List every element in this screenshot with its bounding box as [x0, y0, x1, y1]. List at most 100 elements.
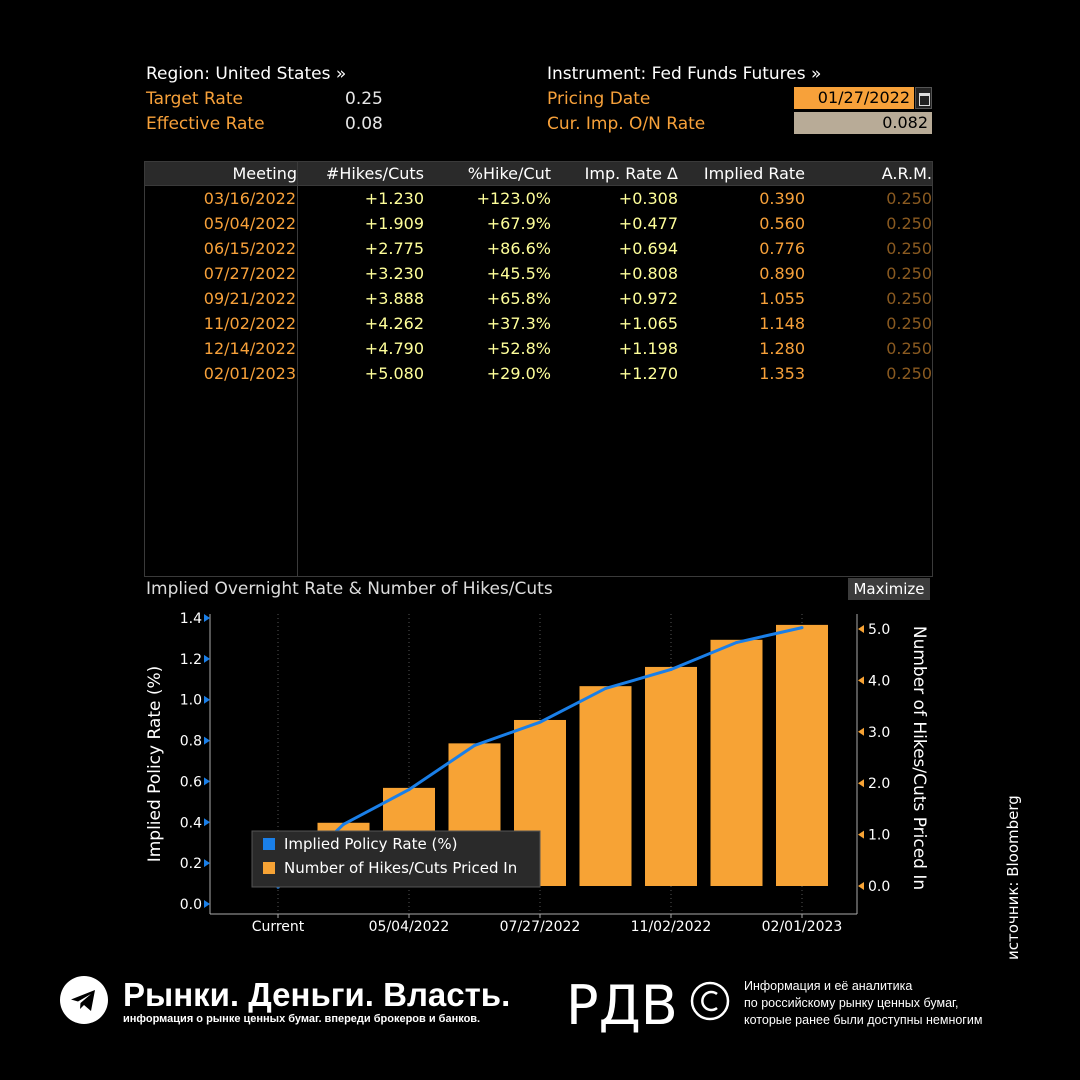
cell-hikes-cuts: +2.775 — [364, 239, 424, 258]
point-implied-rate[interactable] — [407, 788, 411, 792]
cell-hikes-cuts: +1.909 — [364, 214, 424, 233]
footer-note: Информация и её аналитика по российскому… — [744, 979, 983, 1027]
cell-arm: 0.250 — [886, 314, 932, 333]
bar-hikes-cuts[interactable] — [710, 639, 763, 886]
cell-pct-hike-cut: +52.8% — [486, 339, 551, 358]
x-tick-label: 11/02/2022 — [631, 919, 712, 935]
left-tick-marker — [204, 818, 210, 827]
cell-arm: 0.250 — [886, 214, 932, 233]
target-rate-value: 0.25 — [345, 89, 383, 109]
y-tick-label: 0.6 — [180, 774, 202, 790]
table-row[interactable]: 07/27/2022 +3.230 +45.5% +0.808 0.890 0.250 — [145, 262, 932, 287]
right-tick-marker — [858, 625, 864, 633]
legend-label: Implied Policy Rate (%) — [284, 835, 457, 853]
cell-meeting-date: 06/15/2022 — [203, 239, 296, 258]
right-tick-marker — [858, 882, 864, 890]
cell-imp-rate-delta: +0.477 — [618, 214, 678, 233]
x-tick-label: 02/01/2023 — [762, 919, 843, 935]
point-implied-rate[interactable] — [473, 743, 476, 747]
legend-label: Number of Hikes/Cuts Priced In — [284, 859, 517, 877]
cell-meeting-date: 11/02/2022 — [203, 314, 296, 333]
point-implied-rate[interactable] — [538, 720, 542, 724]
cell-implied-rate: 1.055 — [759, 289, 805, 308]
cell-meeting-date: 05/04/2022 — [203, 214, 296, 233]
col-implied-rate[interactable]: Implied Rate — [703, 164, 805, 183]
table-row[interactable]: 12/14/2022 +4.790 +52.8% +1.198 1.280 0.250 — [145, 337, 932, 362]
cell-meeting-date: 09/21/2022 — [203, 289, 296, 308]
cell-imp-rate-delta: +0.308 — [618, 189, 678, 208]
cell-meeting-date: 02/01/2023 — [203, 364, 296, 383]
cell-hikes-cuts: +4.262 — [364, 314, 424, 333]
table-row[interactable]: 09/21/2022 +3.888 +65.8% +0.972 1.055 0.250 — [145, 287, 932, 312]
maximize-button[interactable]: Maximize — [848, 578, 930, 600]
telegram-icon[interactable] — [60, 976, 108, 1024]
calendar-icon[interactable] — [915, 87, 932, 109]
point-implied-rate[interactable] — [800, 626, 804, 630]
cell-hikes-cuts: +3.230 — [364, 264, 424, 283]
table-row[interactable]: 05/04/2022 +1.909 +67.9% +0.477 0.560 0.250 — [145, 212, 932, 237]
on-rate-value: 0.082 — [794, 112, 932, 134]
rdv-logo-icon: РДВ — [566, 974, 730, 1034]
brand-title: Рынки. Деньги. Власть. — [123, 976, 511, 1013]
left-tick-marker — [204, 900, 210, 908]
meetings-table: Meeting #Hikes/Cuts %Hike/Cut Imp. Rate … — [144, 161, 933, 577]
table-divider — [297, 162, 298, 576]
cell-arm: 0.250 — [886, 264, 932, 283]
region-selector[interactable]: Region: United States » — [146, 64, 347, 84]
bar-hikes-cuts[interactable] — [776, 624, 828, 886]
point-implied-rate[interactable] — [669, 667, 673, 671]
y-right-tick-label: 2.0 — [868, 776, 890, 792]
col-hikes-cuts[interactable]: #Hikes/Cuts — [325, 164, 424, 183]
source-credit: источник: Bloomberg — [1004, 795, 1022, 960]
rdv-logo-text: РДВ — [566, 974, 678, 1034]
cell-imp-rate-delta: +1.270 — [618, 364, 678, 383]
table-row[interactable]: 06/15/2022 +2.775 +86.6% +0.694 0.776 0.250 — [145, 237, 932, 262]
y-tick-label: 0.8 — [180, 734, 202, 750]
point-implied-rate[interactable] — [735, 641, 738, 645]
cell-imp-rate-delta: +1.198 — [618, 339, 678, 358]
cell-hikes-cuts: +5.080 — [364, 364, 424, 383]
chart-title: Implied Overnight Rate & Number of Hikes… — [146, 579, 553, 599]
rate-chart: 0.0 0.2 0.4 0.6 0.8 1.0 1.2 1.4 0.0 1.0 2.0 3.0 4.0 5… — [145, 611, 929, 935]
table-row[interactable]: 11/02/2022 +4.262 +37.3% +1.065 1.148 0.250 — [145, 312, 932, 337]
cell-meeting-date: 03/16/2022 — [203, 189, 296, 208]
table-row[interactable]: 02/01/2023 +5.080 +29.0% +1.270 1.353 0.250 — [145, 362, 932, 387]
legend-swatch — [263, 838, 275, 850]
left-tick-marker — [204, 654, 210, 663]
effective-rate-value: 0.08 — [345, 114, 383, 134]
table-row[interactable]: 03/16/2022 +1.230 +123.0% +0.308 0.390 0.250 — [145, 187, 932, 212]
cell-arm: 0.250 — [886, 289, 932, 308]
cell-imp-rate-delta: +0.694 — [618, 239, 678, 258]
cell-imp-rate-delta: +0.808 — [618, 264, 678, 283]
x-tick-label: Current — [252, 919, 305, 935]
col-meeting[interactable]: Meeting — [232, 164, 297, 183]
point-implied-rate[interactable] — [342, 822, 345, 826]
y-tick-label: 0.2 — [180, 856, 202, 872]
col-arm[interactable]: A.R.M. — [881, 164, 932, 183]
cell-pct-hike-cut: +67.9% — [486, 214, 551, 233]
cell-imp-rate-delta: +1.065 — [618, 314, 678, 333]
bar-hikes-cuts[interactable] — [579, 686, 632, 886]
cell-implied-rate: 0.560 — [759, 214, 805, 233]
y-tick-label: 1.0 — [180, 693, 202, 709]
instrument-selector[interactable]: Instrument: Fed Funds Futures » — [547, 64, 822, 84]
cell-implied-rate: 0.390 — [759, 189, 805, 208]
pricing-date-input[interactable]: 01/27/2022 — [794, 87, 914, 109]
y-tick-label: 0.4 — [180, 815, 202, 831]
cell-arm: 0.250 — [886, 364, 932, 383]
brand-subtitle: информация о рынке ценных бумаг. впереди… — [123, 1013, 481, 1025]
y-right-tick-label: 0.0 — [868, 879, 890, 895]
cell-implied-rate: 0.890 — [759, 264, 805, 283]
bar-hikes-cuts[interactable] — [645, 666, 697, 886]
y-tick-label: 0.0 — [180, 897, 202, 913]
cell-pct-hike-cut: +65.8% — [486, 289, 551, 308]
col-pct-hike-cut[interactable]: %Hike/Cut — [467, 164, 551, 183]
point-implied-rate[interactable] — [604, 686, 607, 690]
col-imp-rate-delta[interactable]: Imp. Rate Δ — [584, 164, 678, 183]
pricing-date-label: Pricing Date — [547, 89, 651, 109]
cell-arm: 0.250 — [886, 189, 932, 208]
cell-implied-rate: 1.353 — [759, 364, 805, 383]
cell-hikes-cuts: +1.230 — [364, 189, 424, 208]
x-tick-label: 07/27/2022 — [500, 919, 581, 935]
cell-hikes-cuts: +4.790 — [364, 339, 424, 358]
